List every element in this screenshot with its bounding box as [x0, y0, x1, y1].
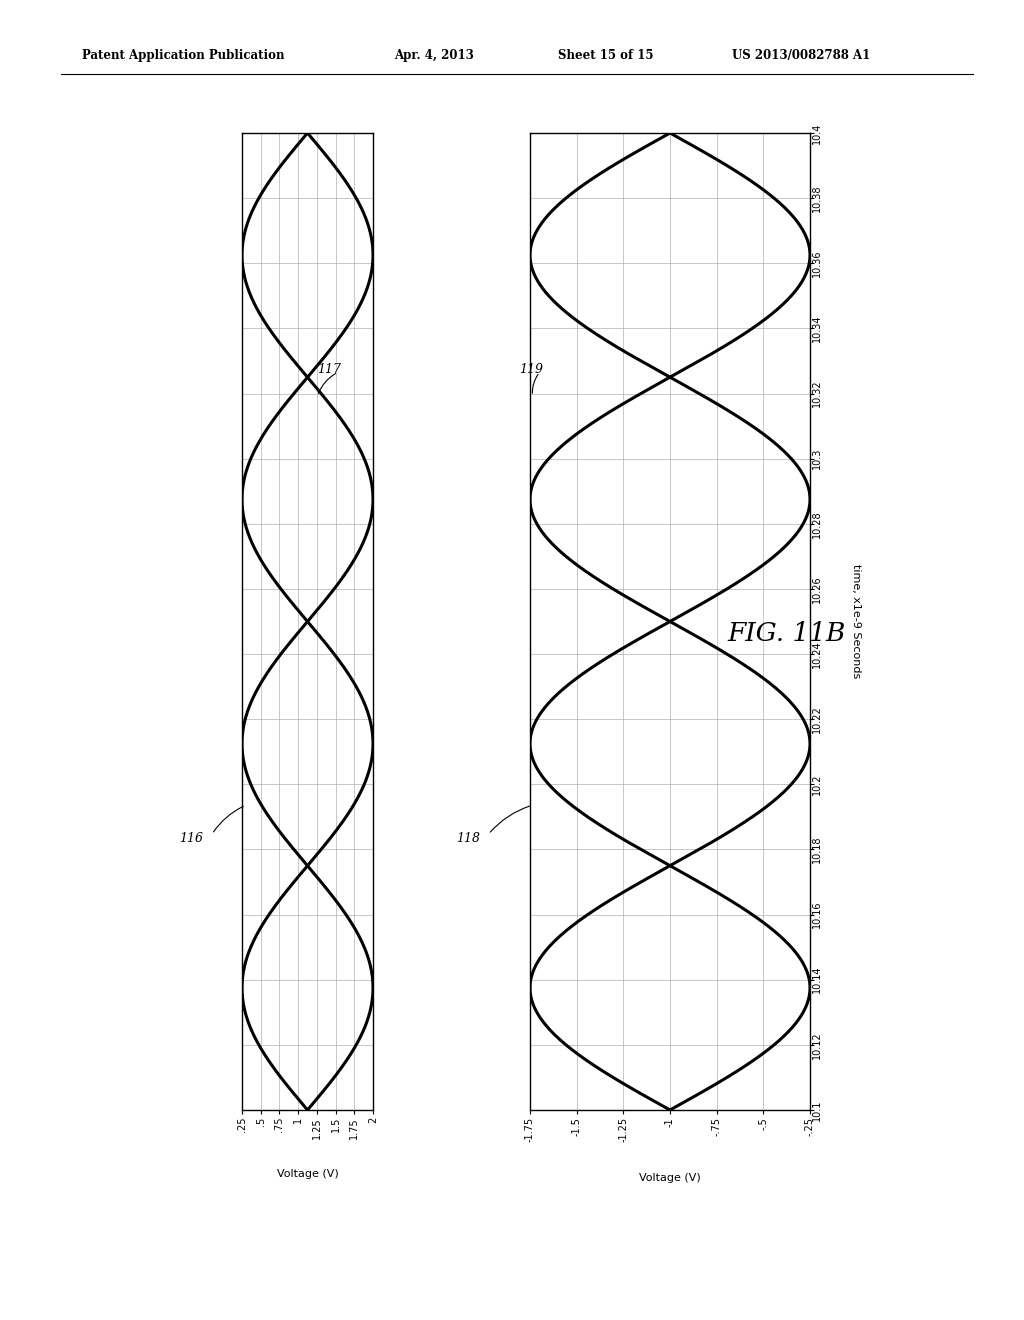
Text: 117: 117 [317, 363, 341, 376]
X-axis label: Voltage (V): Voltage (V) [639, 1172, 700, 1183]
X-axis label: Voltage (V): Voltage (V) [276, 1170, 338, 1179]
Text: 116: 116 [179, 832, 203, 845]
Text: FIG. 11B: FIG. 11B [727, 622, 846, 645]
Text: 118: 118 [456, 832, 479, 845]
Text: Patent Application Publication: Patent Application Publication [82, 49, 285, 62]
Text: Sheet 15 of 15: Sheet 15 of 15 [558, 49, 653, 62]
Text: Apr. 4, 2013: Apr. 4, 2013 [394, 49, 474, 62]
Text: 119: 119 [519, 363, 543, 376]
Text: US 2013/0082788 A1: US 2013/0082788 A1 [732, 49, 870, 62]
Y-axis label: time, x1e-9 Seconds: time, x1e-9 Seconds [851, 565, 861, 678]
